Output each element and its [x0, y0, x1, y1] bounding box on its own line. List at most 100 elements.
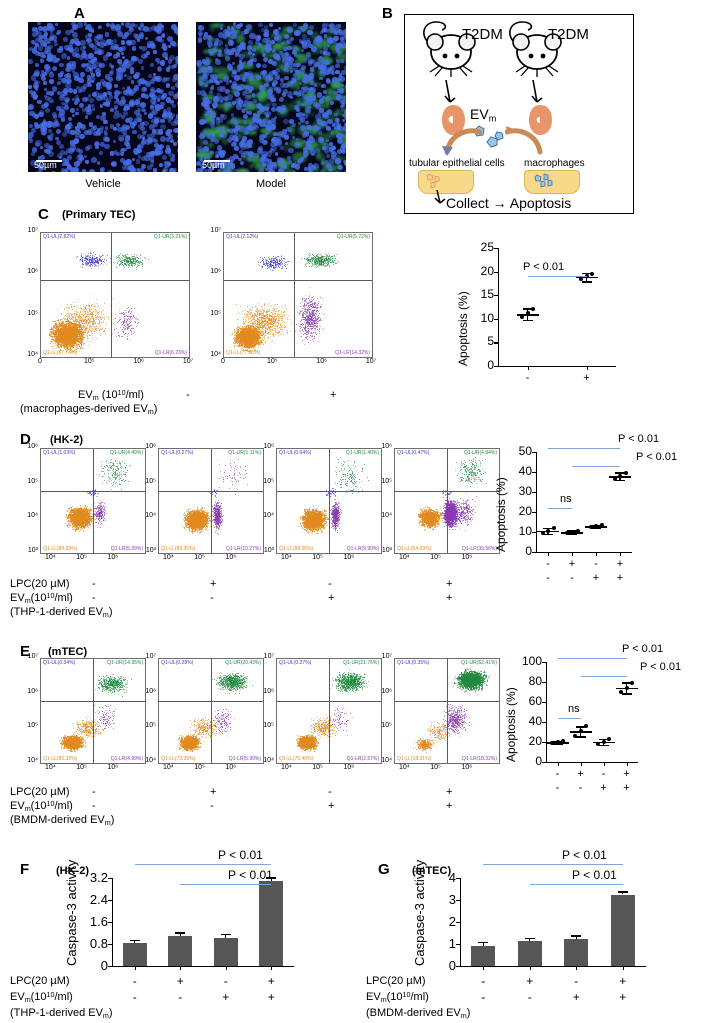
- panel-c-q-lr-1: Q1-LR(14.32%): [335, 350, 370, 356]
- panel-e-chart-errcap-bot-3: [622, 693, 632, 695]
- panel-c-chart-grouplabel-0-1: +: [579, 372, 595, 384]
- panel-g-chart-bar-1[interactable]: [518, 941, 542, 966]
- panel-f-chart-bar-3[interactable]: [259, 881, 283, 966]
- panel-c-ytick-1-3: 10⁴: [201, 351, 221, 358]
- panel-e-chart-sigtext-1: P < 0.01: [640, 661, 681, 673]
- panel-d-chart-ytick-5: 50: [502, 444, 532, 458]
- panel-c-ytick-0-3: 10⁴: [18, 351, 38, 358]
- panel-f-chart-bar-1[interactable]: [168, 936, 192, 966]
- panel-d-chart-point-2-0: [589, 525, 593, 529]
- panel-c-chart-ytickmark-1: [494, 342, 498, 343]
- panel-g-chart-sigtext-0: P < 0.01: [562, 848, 607, 862]
- panel-f-chart-bar-0[interactable]: [123, 943, 147, 966]
- panel-g-chart-errcap-2: [571, 935, 581, 936]
- panel-g-chart-ytickmark-4: [456, 878, 460, 879]
- scale-label-vehicle: 50µm: [34, 160, 57, 170]
- panel-d-ytick-1-2: 10⁴: [136, 512, 156, 519]
- panel-e-rowval-0-1: +: [210, 786, 216, 798]
- panel-d-ytick-3-1: 10⁵: [372, 478, 392, 485]
- panel-d-chart-grouplabel-1-1: -: [564, 572, 580, 584]
- panel-e-q-ur-1: Q1-UR(20.43%): [225, 660, 261, 666]
- collect-apoptosis-label: Collect → Apoptosis: [446, 195, 571, 211]
- panel-d-rowval-1-3: +: [446, 592, 452, 604]
- macrophages-label: macrophages: [524, 158, 585, 169]
- panel-c-xtick-1-0: 0: [213, 358, 233, 365]
- panel-c-chart-ytickmark-2: [494, 319, 498, 320]
- arrow-curve-left-icon: [440, 126, 482, 158]
- panel-c-flow-plot-1[interactable]: Q1-UL(2.12%) Q1-UR(5.72%) Q1-LL(77.83%) Q1-…: [223, 232, 373, 358]
- panel-e-xtick-0-2: 10⁶: [103, 764, 123, 771]
- panel-d-ytick-2-3: 10³: [254, 547, 274, 554]
- panel-e-chart-grouplabel-0-0: -: [550, 768, 566, 780]
- panel-g-chart-bar-3[interactable]: [611, 895, 635, 967]
- panel-c-chart-ytick-4: 20: [464, 264, 494, 278]
- panel-c-chart-ytickmark-4: [494, 272, 498, 273]
- panel-e-flow-plot-1[interactable]: Q1-UL(0.28%) Q1-UR(20.43%) Q1-LL(73.39%) Q1…: [158, 658, 264, 764]
- panel-f-chart-grouplabel-0-1: +: [172, 974, 188, 988]
- panel-e-ytick-1-1: 10⁶: [136, 688, 156, 695]
- panel-e-q-ur-0: Q1-UR(14.35%): [107, 660, 143, 666]
- panel-d-ytick-0-0: 10⁶: [18, 443, 38, 450]
- panel-e-q-ll-3: Q1-LL(18.91%): [397, 756, 431, 762]
- panel-d-chart-xtickmark-3: [620, 552, 621, 556]
- panel-f-chart-ytick-3: 2.4: [78, 892, 108, 907]
- panel-g-chart-ytickmark-1: [456, 944, 460, 945]
- panel-f-chart-grouplabel-1-3: +: [263, 990, 279, 1004]
- panel-e-chart-grouplabel-0-2: -: [596, 768, 612, 780]
- panel-d-flow-plot-2[interactable]: Q1-UL(0.64%) Q1-UR(1.40%) Q1-LL(88.06%) Q1-…: [276, 448, 382, 554]
- panel-d-flow-plot-3[interactable]: Q1-UL(0.47%) Q1-UR(4.94%) Q1-LL(54.03%) Q1-…: [394, 448, 500, 554]
- panel-e-q-ul-0: Q1-UL(0.34%): [43, 660, 75, 666]
- panel-e-chart-point-0-0: [550, 741, 554, 745]
- panel-d-chart-point-0-1: [546, 529, 550, 533]
- panel-g-chart-ytickmark-0: [456, 966, 460, 967]
- panel-e-chart-grouplabel-1-0: -: [550, 782, 566, 794]
- panel-d-chart-point-3-1: [618, 474, 622, 478]
- panel-g-chart-bar-0[interactable]: [471, 946, 495, 966]
- panel-c-chart-errcap-bot-0: [523, 320, 533, 322]
- panel-d-xtick-3-2: 10⁶: [457, 554, 477, 561]
- panel-c-xtick-1-3: 10⁷: [361, 358, 381, 365]
- panel-d-flow-plot-0[interactable]: Q1-UL(1.03%) Q1-UR(4.49%) Q1-LL(89.09%) Q1-…: [40, 448, 146, 554]
- panel-e-chart-ytickmark-0: [542, 762, 546, 763]
- panel-d-xtick-2-1: 10⁵: [308, 554, 328, 561]
- panel-d-chart-ytickmark-4: [532, 472, 536, 473]
- panel-e-rowval-0-2: -: [328, 786, 332, 798]
- panel-c-xtick-0-0: 0: [30, 358, 50, 365]
- panel-f-chart-bar-2[interactable]: [214, 938, 238, 966]
- panel-c-q-lr-0: Q1-LR(6.23%): [155, 350, 187, 356]
- panel-e-chart-ytickmark-4: [542, 682, 546, 683]
- panel-d-q-ul-0: Q1-UL(1.03%): [43, 450, 75, 456]
- panel-e-flow-plot-3[interactable]: Q1-UL(0.35%) Q1-UR(62.41%) Q1-LL(18.91%) Q1…: [394, 658, 500, 764]
- panel-d-chart-grouplabel-0-3: +: [612, 558, 628, 570]
- panel-d-rowval-0-0: -: [92, 578, 96, 590]
- panel-e-ytick-2-1: 10⁶: [254, 688, 274, 695]
- panel-e-flow-plot-2[interactable]: Q1-UL(0.27%) Q1-UR(21.76%) Q1-LL(75.40%) Q1…: [276, 658, 382, 764]
- panel-c-flow-plot-0[interactable]: Q1-UL(2.82%) Q1-UR(3.21%) Q1-LL(87.74%) Q1-…: [40, 232, 190, 358]
- panel-d-ytick-0-2: 10⁴: [18, 512, 38, 519]
- panel-c-chart-x-axis: [498, 366, 616, 367]
- panel-d-rowval-1-0: -: [92, 592, 96, 604]
- panel-c-q-ur-1: Q1-UR(5.72%): [337, 234, 370, 240]
- panel-e-chart-grouplabel-1-3: +: [619, 782, 635, 794]
- panel-d-chart-y-label: Apoptosis (%): [494, 477, 508, 552]
- panel-e-xtick-0-1: 10⁵: [72, 764, 92, 771]
- panel-e-q-ur-2: Q1-UR(21.76%): [343, 660, 379, 666]
- panel-e-xtick-1-0: 10⁴: [158, 764, 178, 771]
- panel-g-chart-bar-2[interactable]: [564, 939, 588, 966]
- panel-d-flow-plot-1[interactable]: Q1-UL(0.27%) Q1-UR(1.11%) Q1-LL(89.35%) Q1-…: [158, 448, 264, 554]
- panel-c-ytick-0-0: 10⁷: [18, 227, 38, 234]
- panel-d-chart-grouplabel-0-2: -: [588, 558, 604, 570]
- panel-g-chart-grouplabel-0-2: -: [568, 974, 584, 988]
- panel-b-letter: B: [382, 6, 393, 21]
- panel-f-chart-grouplabel-1-1: -: [172, 990, 188, 1004]
- panel-d-chart-sigline-2: [548, 508, 572, 509]
- panel-d-rowval-1-1: -: [210, 592, 214, 604]
- panel-g-chart-xtickmark-3: [623, 966, 624, 970]
- panel-d-chart-ytickmark-1: [532, 532, 536, 533]
- panel-e-rowval-1-1: -: [210, 800, 214, 812]
- panel-f-row-label-2: (THP-1-derived EVm): [10, 1007, 113, 1020]
- panel-g-letter: G: [378, 862, 390, 877]
- panel-d-q-ul-3: Q1-UL(0.47%): [397, 450, 429, 456]
- panel-e-q-ul-3: Q1-UL(0.35%): [397, 660, 429, 666]
- panel-e-flow-plot-0[interactable]: Q1-UL(0.34%) Q1-UR(14.35%) Q1-LL(80.32%) Q1…: [40, 658, 146, 764]
